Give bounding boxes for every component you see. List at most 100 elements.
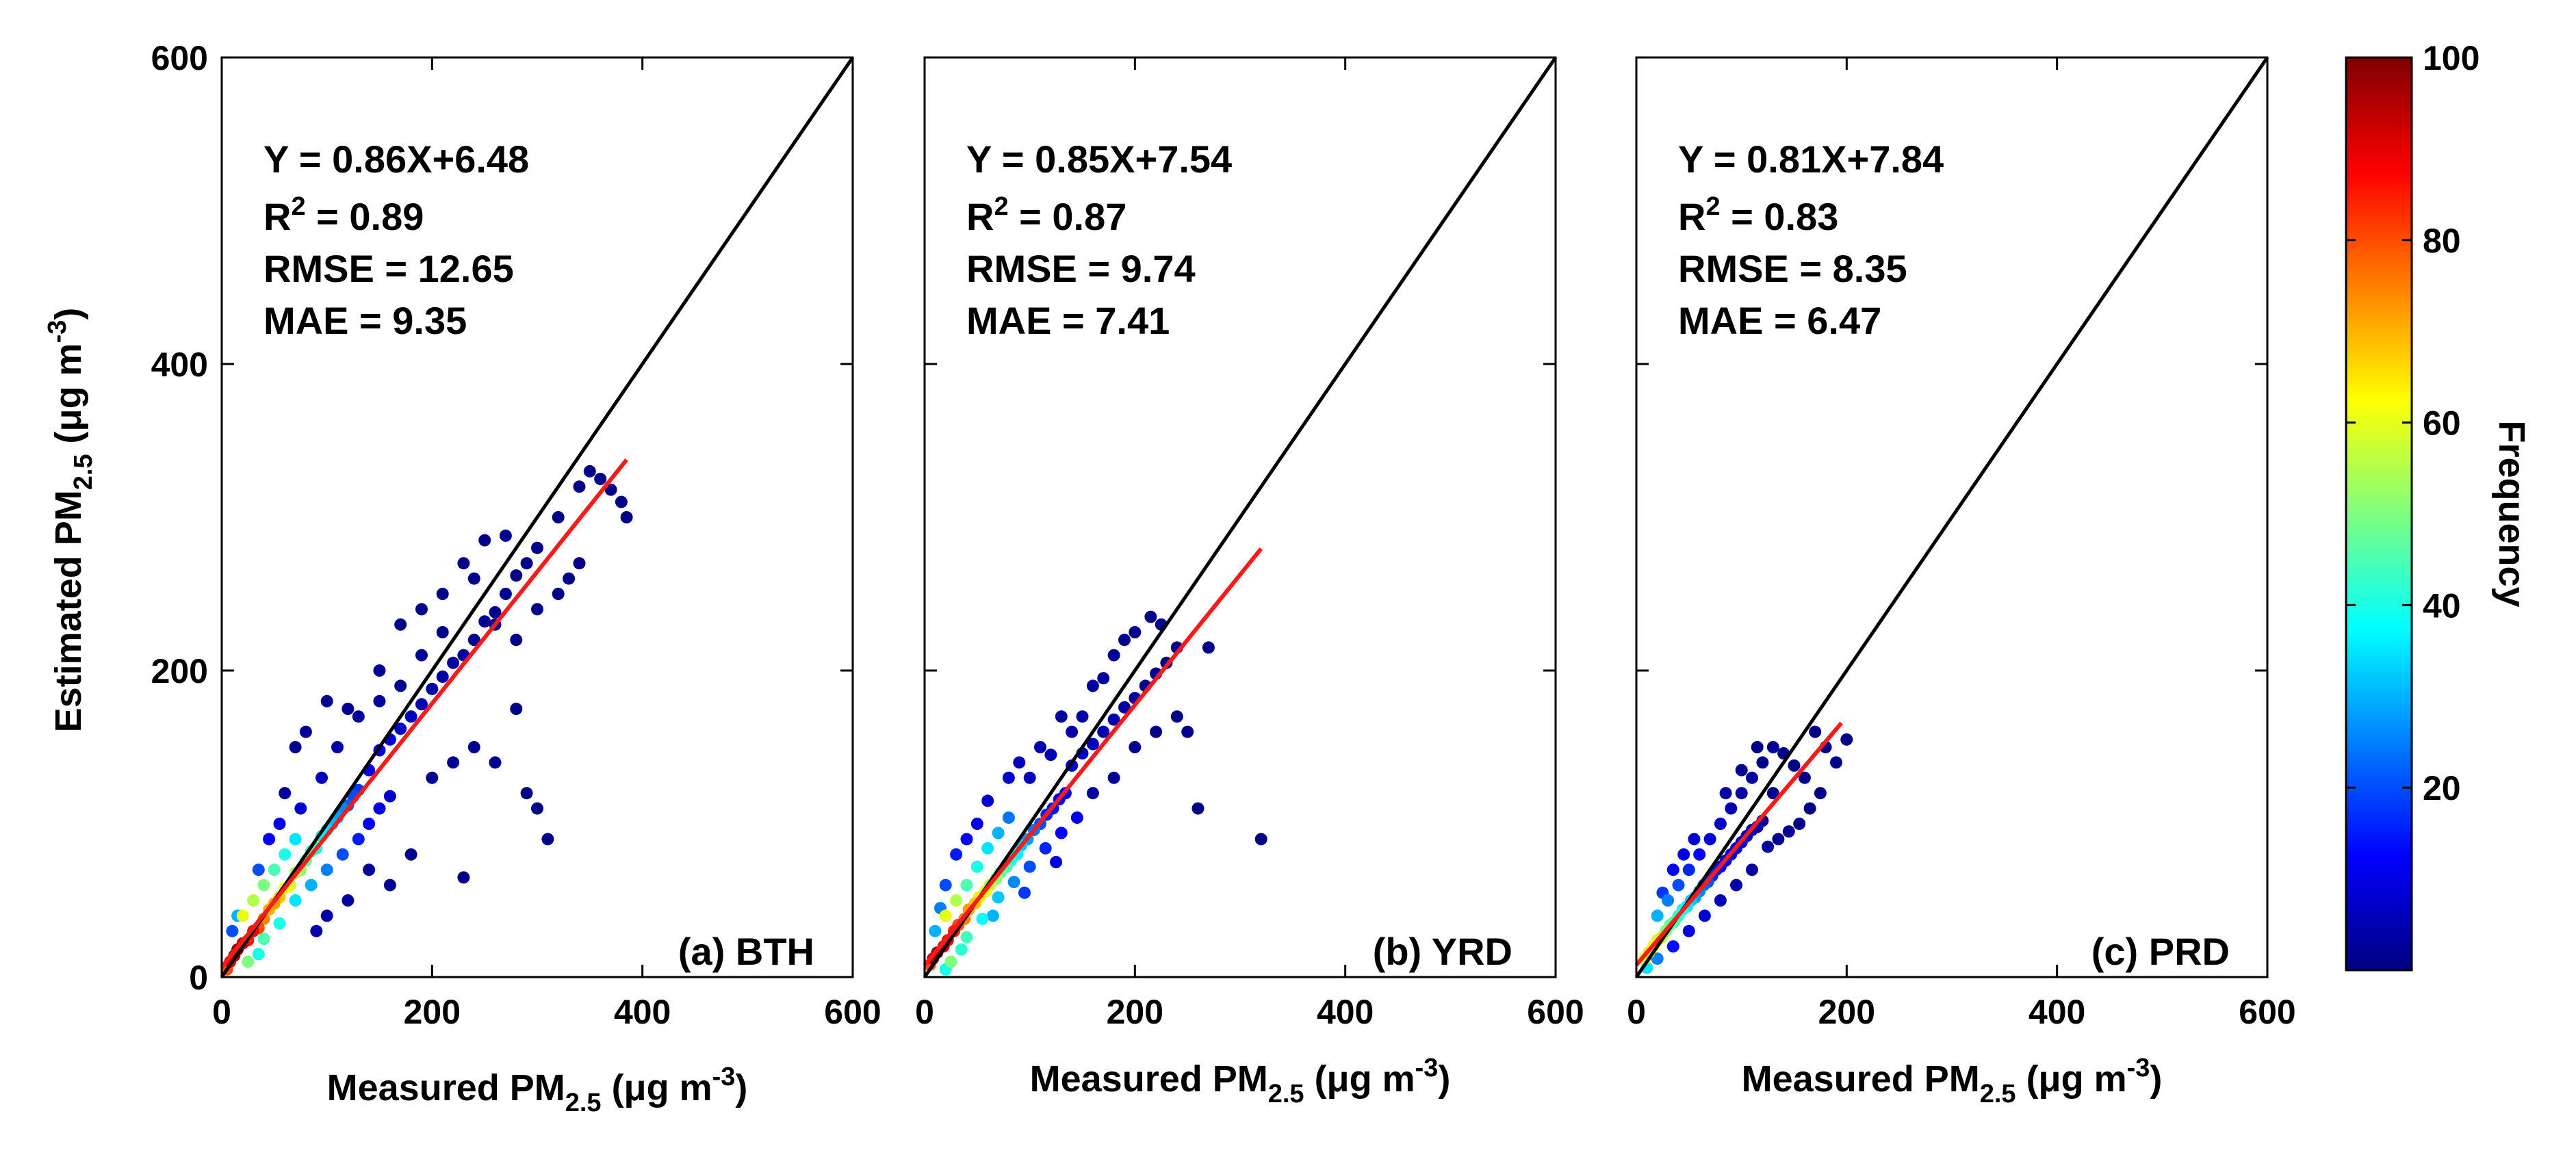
scatter-point (1698, 909, 1711, 922)
scatter-point (1830, 756, 1842, 769)
scatter-point (531, 541, 543, 554)
colorbar-tick-label: 20 (2423, 769, 2461, 807)
scatter-point (1693, 848, 1706, 861)
scatter-point (992, 827, 1005, 840)
plot-frame (1635, 56, 2269, 978)
scatter-point (1725, 802, 1738, 815)
colorbar: 20 40 60 80 100 Frequency (2345, 39, 2532, 972)
scatter-point (489, 606, 502, 619)
identity-line (923, 56, 1558, 978)
scatter-point (1050, 856, 1063, 868)
fit-line (923, 547, 1263, 967)
x-axis-label: Measured PM2.5 (μg m-3) (1742, 1054, 2163, 1108)
scatter-point (520, 557, 533, 570)
scatter-point (336, 848, 349, 861)
scatter-point (363, 863, 376, 876)
x-axis-label: Measured PM2.5 (μg m-3) (327, 1063, 748, 1117)
scatter-point (1666, 863, 1679, 876)
scatter-point (594, 473, 607, 485)
scatter-point (1688, 833, 1701, 846)
scatter-point (1023, 771, 1036, 784)
scatter-point (1788, 759, 1801, 772)
scatter-point (1814, 787, 1827, 800)
x-tick-label: 600 (2239, 993, 2295, 1031)
scatter-point (478, 534, 491, 547)
scatter-point (447, 756, 460, 769)
axis-ticks: 0 200 400 600 (1627, 56, 2296, 1031)
scatter-point (1766, 787, 1779, 800)
scatter-point (960, 931, 973, 944)
scatter-point (1798, 771, 1811, 784)
scatter-point (394, 618, 407, 631)
scatter-point (950, 894, 963, 907)
scatter-point (1070, 811, 1083, 824)
scatter-point (436, 588, 449, 600)
equation-text: Y = 0.81X+7.84 (1678, 138, 1944, 181)
x-tick-label: 400 (1317, 993, 1374, 1031)
scatter-points (1638, 725, 1853, 974)
x-tick-label: 400 (2028, 993, 2085, 1031)
scatter-point (404, 710, 417, 723)
scatter-point (573, 557, 586, 570)
y-tick-label: 0 (189, 959, 208, 997)
x-tick-label: 0 (212, 993, 231, 1031)
colorbar-tick-label: 100 (2423, 39, 2480, 77)
scatter-point (970, 860, 983, 873)
scatter-point (1714, 894, 1727, 907)
plot-frame (923, 56, 1557, 978)
panel-label: (c) PRD (2091, 930, 2230, 973)
scatter-point (279, 848, 292, 861)
equation-text: Y = 0.85X+7.54 (966, 138, 1232, 181)
colorbar-ticks: 20 40 60 80 100 (2346, 39, 2480, 807)
scatter-points (222, 465, 633, 976)
panel-label: (a) BTH (678, 930, 814, 973)
scatter-point (363, 818, 376, 830)
scatter-point (1672, 879, 1685, 892)
scatter-point (939, 879, 952, 892)
scatter-point (1735, 787, 1748, 800)
scatter-point (604, 483, 617, 496)
scatter-point (992, 891, 1005, 904)
scatter-point (257, 933, 270, 945)
scatter-point (1107, 713, 1120, 726)
scatter-point (944, 955, 957, 968)
scatter-point (955, 943, 968, 956)
scatter-point (1803, 802, 1816, 815)
scatter-point (394, 723, 407, 736)
scatter-point (457, 557, 470, 570)
scatter-point (976, 912, 989, 925)
scatter-point (383, 879, 396, 892)
scatter-point (615, 495, 628, 508)
scatter-point (279, 787, 292, 800)
scatter-point (950, 848, 963, 861)
scatter-point (1682, 924, 1695, 937)
scatter-point (1772, 833, 1785, 846)
equation-text: Y = 0.86X+6.48 (263, 138, 529, 181)
scatter-point (583, 465, 596, 478)
scatter-point (467, 741, 480, 753)
r2-text: R2 = 0.89 (263, 192, 424, 238)
scatter-point (563, 572, 576, 585)
identity-line (220, 56, 855, 978)
scatter-point (426, 771, 439, 784)
scatter-point (1023, 860, 1036, 873)
panel-c: 0 200 400 600 Y = 0.81X+7.84 R2 = 0.83 RMSE… (1627, 56, 2296, 1108)
scatter-point (1762, 840, 1775, 853)
colorbar-tick-label: 80 (2423, 222, 2461, 260)
scatter-point (415, 649, 428, 662)
scatter-point (929, 924, 942, 937)
scatter-point (1150, 725, 1163, 738)
scatter-point (1756, 756, 1769, 769)
scatter-point (1066, 725, 1079, 738)
scatter-point (342, 894, 355, 907)
scatter-point (352, 710, 365, 723)
scatter-point (305, 879, 318, 892)
x-tick-label: 600 (1527, 993, 1584, 1031)
scatter-point (1097, 725, 1110, 738)
scatter-point (1651, 909, 1664, 922)
scatter-point (415, 698, 428, 711)
scatter-point (320, 863, 333, 876)
scatter-point (1751, 741, 1764, 753)
scatter-point (273, 917, 286, 930)
